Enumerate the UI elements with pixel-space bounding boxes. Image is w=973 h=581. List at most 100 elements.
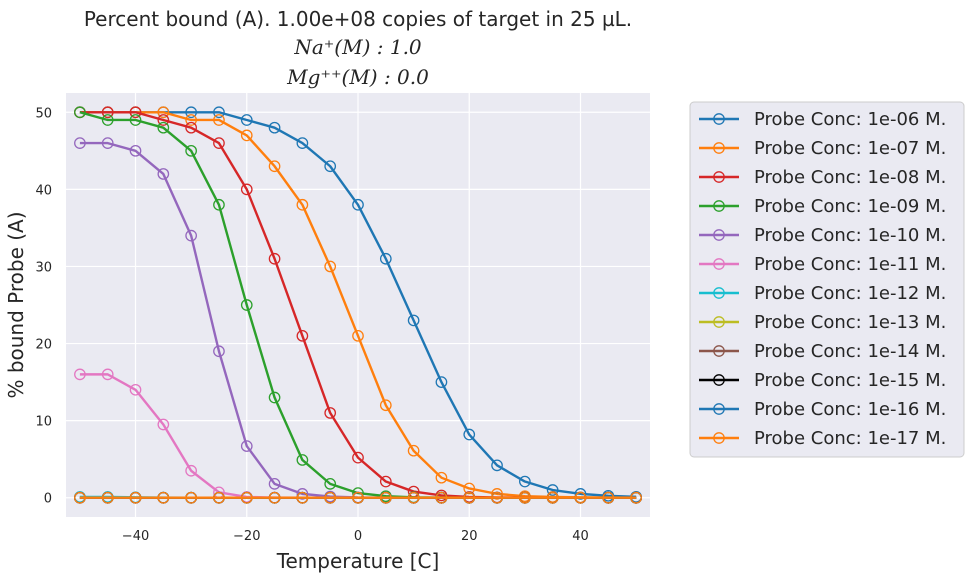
legend-marker [713, 345, 725, 357]
legend-label: Probe Conc: 1e-09 M. [754, 196, 946, 217]
legend-label: Probe Conc: 1e-16 M. [754, 399, 946, 420]
data-point [296, 488, 309, 500]
legend-entry: Probe Conc: 1e-17 M. [699, 428, 946, 449]
data-point [157, 491, 170, 504]
data-point [296, 198, 309, 211]
legend-label: Probe Conc: 1e-15 M. [754, 370, 946, 391]
data-point [213, 198, 225, 211]
data-point [268, 391, 281, 404]
data-point [240, 129, 253, 142]
data-point [101, 491, 114, 504]
data-point [296, 329, 309, 342]
chart-title: Percent bound (A). 1.00e+08 copies of ta… [84, 7, 632, 89]
legend-entry: Probe Conc: 1e-09 M. [699, 196, 946, 217]
title-line-1: Percent bound (A). 1.00e+08 copies of ta… [84, 7, 632, 31]
legend-entry: Probe Conc: 1e-13 M. [699, 312, 946, 333]
x-tick-label: −20 [233, 529, 260, 544]
series-line [79, 111, 637, 499]
data-point [240, 491, 253, 504]
data-point [268, 478, 281, 490]
data-point [574, 491, 587, 504]
legend-label: Probe Conc: 1e-08 M. [754, 167, 946, 188]
legend-marker [713, 171, 725, 183]
data-point [240, 183, 253, 196]
x-tick-label: 40 [572, 529, 589, 544]
legend-marker [713, 432, 725, 444]
data-point [324, 491, 337, 504]
data-point [296, 491, 309, 504]
data-point [74, 106, 86, 119]
data-point [268, 160, 281, 173]
data-point [129, 114, 142, 126]
legend-label: Probe Conc: 1e-11 M. [754, 254, 946, 275]
legend-entry: Probe Conc: 1e-11 M. [699, 254, 946, 275]
data-point [129, 491, 142, 504]
data-point [324, 260, 337, 273]
data-point [435, 491, 448, 504]
data-point [185, 144, 197, 157]
legend-label: Probe Conc: 1e-13 M. [754, 312, 946, 333]
data-point [463, 428, 476, 441]
y-tick-label: 10 [35, 415, 52, 430]
data-point [324, 407, 337, 419]
y-tick-label: 40 [35, 183, 52, 198]
x-tick-label: −40 [122, 529, 149, 544]
legend-marker [713, 287, 725, 299]
data-point [352, 491, 364, 504]
data-point [574, 488, 587, 500]
data-point [185, 229, 197, 242]
data-point [268, 252, 281, 265]
data-point [157, 106, 170, 119]
data-point [157, 114, 170, 126]
data-point [296, 137, 309, 149]
data-point [101, 114, 114, 126]
data-point [101, 368, 114, 381]
data-point [491, 459, 503, 472]
legend-box [689, 101, 965, 458]
data-point [268, 121, 281, 134]
legend-label: Probe Conc: 1e-12 M. [754, 283, 946, 304]
legend-marker [713, 200, 725, 212]
legend-entry: Probe Conc: 1e-14 M. [699, 341, 946, 362]
legend-entry: Probe Conc: 1e-15 M. [699, 370, 946, 391]
data-point [352, 329, 364, 342]
title-line-2: Na⁺(M) : 1.0 [293, 35, 422, 59]
data-point [129, 383, 142, 396]
data-point [435, 471, 448, 484]
data-point [185, 121, 197, 134]
data-point [240, 299, 253, 311]
series-12 [74, 491, 642, 504]
data-point [379, 399, 392, 412]
data-point [379, 475, 392, 488]
legend-entry: Probe Conc: 1e-06 M. [699, 109, 946, 130]
legend-entry: Probe Conc: 1e-10 M. [699, 225, 946, 246]
legend-marker [713, 142, 725, 154]
y-tick-label: 20 [35, 338, 52, 353]
data-point [268, 491, 281, 504]
data-point [129, 106, 142, 119]
data-point [185, 106, 197, 119]
data-point [463, 491, 476, 504]
data-point [379, 252, 392, 265]
data-point [213, 106, 225, 119]
data-point [463, 482, 476, 495]
data-point [213, 345, 225, 358]
data-point [407, 314, 420, 327]
y-tick-label: 30 [35, 260, 52, 275]
data-point [74, 368, 86, 381]
data-point [157, 168, 170, 180]
data-point [379, 491, 392, 504]
data-point [546, 491, 559, 504]
data-point [491, 488, 503, 500]
y-tick-label: 50 [35, 106, 52, 121]
data-point [491, 491, 503, 504]
data-point [296, 454, 309, 466]
legend-label: Probe Conc: 1e-06 M. [754, 109, 946, 130]
data-point [185, 464, 197, 477]
legend-entry: Probe Conc: 1e-07 M. [699, 138, 946, 159]
data-point [407, 491, 420, 504]
data-point [101, 106, 114, 119]
title-line-3: Mg⁺⁺(M) : 0.0 [286, 65, 429, 89]
legend-marker [713, 403, 725, 415]
